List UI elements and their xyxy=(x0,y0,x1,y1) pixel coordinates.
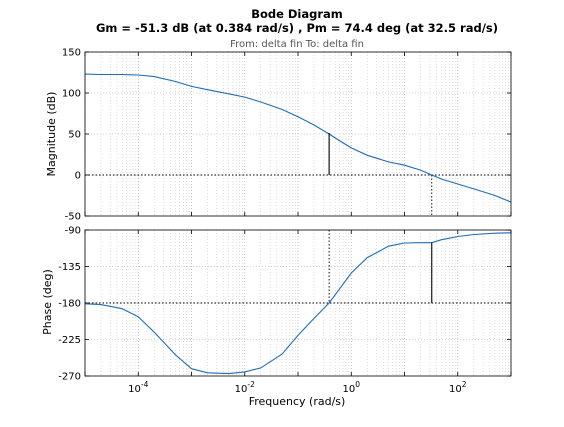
chart-title: Bode Diagram xyxy=(251,7,343,21)
io-label: From: delta fin To: delta fin xyxy=(230,39,364,50)
phase-y-tick-label: -90 xyxy=(65,226,81,237)
phase-response-line xyxy=(84,232,512,375)
phase-y-tick-label: -180 xyxy=(58,299,81,310)
x-tick-label: 102 xyxy=(449,380,467,395)
x-tick-label-exponent: -4 xyxy=(141,380,149,389)
phase-y-tick-label: -270 xyxy=(58,372,81,383)
frequency-axis-label: Frequency (rad/s) xyxy=(249,395,346,408)
magnitude-y-tick-label: 100 xyxy=(62,89,81,100)
phase-y-tick-label: -135 xyxy=(58,262,81,273)
magnitude-y-tick-label: -50 xyxy=(65,212,81,223)
x-tick-label-base: 10 xyxy=(449,384,462,395)
magnitude-axis-label: Magnitude (dB) xyxy=(45,92,58,177)
x-tick-label-exponent: 2 xyxy=(462,380,467,389)
magnitude-response-line xyxy=(84,73,512,203)
x-tick-label: 10-4 xyxy=(128,380,148,395)
x-tick-label-exponent: -2 xyxy=(247,380,255,389)
x-tick-label-base: 10 xyxy=(342,384,355,395)
magnitude-y-tick-label: 50 xyxy=(68,130,81,141)
x-tick-label: 10-2 xyxy=(235,380,255,395)
phase-axis-label: Phase (deg) xyxy=(41,269,54,335)
magnitude-axes: 150 100 50 0 -50 xyxy=(62,48,512,223)
x-tick-label-base: 10 xyxy=(235,384,248,395)
magnitude-axes-box xyxy=(84,51,512,217)
x-tick-label-exponent: 0 xyxy=(355,380,360,389)
phase-y-tick-label: -225 xyxy=(58,335,81,346)
x-tick-label: 100 xyxy=(342,380,360,395)
magnitude-y-tick-label: 150 xyxy=(62,48,81,59)
magnitude-y-tick-label: 0 xyxy=(75,171,81,182)
chart-subtitle: Gm = -51.3 dB (at 0.384 rad/s) , Pm = 74… xyxy=(96,21,498,35)
x-tick-label-base: 10 xyxy=(128,384,141,395)
phase-axes-box xyxy=(84,229,512,377)
